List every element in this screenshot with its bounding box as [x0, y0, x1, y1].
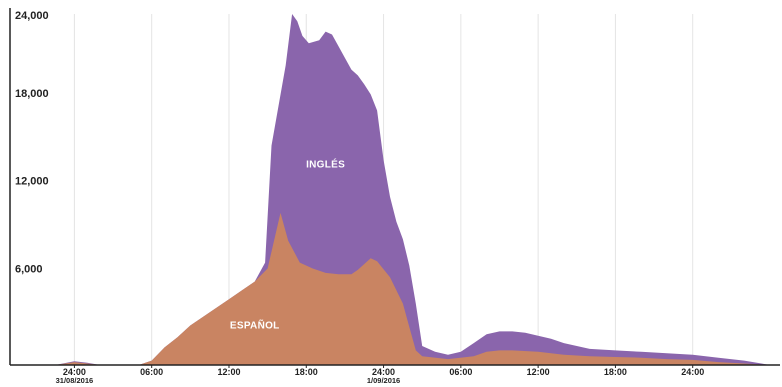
y-tick-label: 6,000 [15, 263, 43, 275]
axes [9, 8, 780, 366]
y-tick-label: 24,000 [15, 10, 49, 22]
x-tick-label: 24:00 [372, 367, 395, 377]
x-tick-date: 1/09/2016 [367, 376, 400, 385]
x-tick-label: 12:00 [527, 367, 550, 377]
x-tick-label: 06:00 [449, 367, 472, 377]
series-labels: ESPAÑOL INGLÉS [230, 158, 345, 332]
y-tick-label: 18,000 [15, 88, 49, 100]
series-label-ingles: INGLÉS [306, 158, 345, 171]
y-tick-label: 12,000 [15, 176, 49, 188]
area-espanol [10, 212, 770, 365]
y-axis-ticks: 6,000 12,000 18,000 24,000 [15, 10, 49, 275]
x-tick-label: 24:00 [63, 367, 86, 377]
x-tick-label: 06:00 [140, 367, 163, 377]
series-label-espanol: ESPAÑOL [230, 318, 280, 331]
area-series [10, 14, 770, 365]
x-tick-label: 24:00 [681, 367, 704, 377]
x-tick-label: 18:00 [295, 367, 318, 377]
x-tick-label: 18:00 [604, 367, 627, 377]
x-tick-date: 31/08/2016 [56, 376, 94, 385]
x-tick-label: 12:00 [217, 367, 240, 377]
